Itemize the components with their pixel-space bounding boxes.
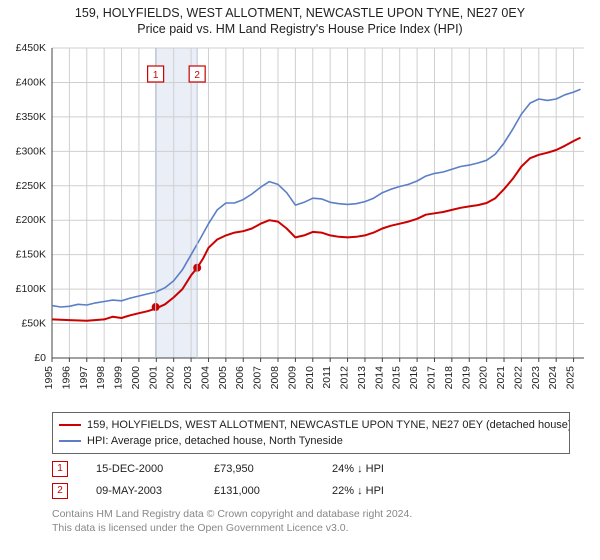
svg-text:2: 2 <box>194 70 200 81</box>
svg-text:2008: 2008 <box>269 366 281 390</box>
svg-text:1999: 1999 <box>113 366 125 390</box>
chart-svg: £0 £50K £100K £150K £200K £250K £300K £350K £400… <box>0 38 600 408</box>
footer-line-1: Contains HM Land Registry data © Crown c… <box>52 508 570 522</box>
svg-text:2013: 2013 <box>356 366 368 390</box>
svg-text:2020: 2020 <box>478 366 490 390</box>
marker-delta: 22% ↓ HPI <box>332 485 422 497</box>
svg-text:2025: 2025 <box>565 366 577 390</box>
legend-row: 159, HOLYFIELDS, WEST ALLOTMENT, NEWCAST… <box>59 417 563 433</box>
svg-text:2014: 2014 <box>373 366 385 390</box>
svg-text:1: 1 <box>153 70 159 81</box>
marker-price: £73,950 <box>214 463 304 475</box>
svg-text:£400K: £400K <box>16 76 46 88</box>
svg-text:£150K: £150K <box>16 249 46 261</box>
marker-badge: 2 <box>52 483 68 499</box>
title-line-2: Price paid vs. HM Land Registry's House … <box>0 22 600 36</box>
title-block: 159, HOLYFIELDS, WEST ALLOTMENT, NEWCAST… <box>0 0 600 38</box>
svg-text:2007: 2007 <box>252 366 264 390</box>
marker-row: 2 09-MAY-2003 £131,000 22% ↓ HPI <box>52 480 570 502</box>
svg-text:£100K: £100K <box>16 283 46 295</box>
legend-swatch <box>59 440 81 442</box>
figure-container: 159, HOLYFIELDS, WEST ALLOTMENT, NEWCAST… <box>0 0 600 535</box>
svg-text:2001: 2001 <box>147 366 159 390</box>
marker-row: 1 15-DEC-2000 £73,950 24% ↓ HPI <box>52 458 570 480</box>
legend: 159, HOLYFIELDS, WEST ALLOTMENT, NEWCAST… <box>52 412 570 454</box>
svg-text:£250K: £250K <box>16 180 46 192</box>
legend-row: HPI: Average price, detached house, Nort… <box>59 433 563 449</box>
svg-text:2010: 2010 <box>304 366 316 390</box>
marker-delta: 24% ↓ HPI <box>332 463 422 475</box>
svg-text:2017: 2017 <box>425 366 437 390</box>
chart-area: £0 £50K £100K £150K £200K £250K £300K £350K £400… <box>0 38 600 408</box>
marker-price: £131,000 <box>214 485 304 497</box>
svg-text:2019: 2019 <box>460 366 472 390</box>
svg-text:2018: 2018 <box>443 366 455 390</box>
svg-text:£200K: £200K <box>16 214 46 226</box>
footer: Contains HM Land Registry data © Crown c… <box>52 508 570 535</box>
svg-text:1998: 1998 <box>95 366 107 390</box>
svg-text:2005: 2005 <box>217 366 229 390</box>
marker-date: 15-DEC-2000 <box>96 463 186 475</box>
svg-text:2012: 2012 <box>339 366 351 390</box>
svg-text:2021: 2021 <box>495 366 507 390</box>
svg-text:2009: 2009 <box>286 366 298 390</box>
svg-text:£0: £0 <box>34 352 46 364</box>
svg-text:2006: 2006 <box>234 366 246 390</box>
svg-text:£300K: £300K <box>16 145 46 157</box>
svg-text:2024: 2024 <box>547 366 559 390</box>
svg-text:2004: 2004 <box>199 366 211 390</box>
svg-text:2002: 2002 <box>165 366 177 390</box>
svg-text:2003: 2003 <box>182 366 194 390</box>
title-line-1: 159, HOLYFIELDS, WEST ALLOTMENT, NEWCAST… <box>0 6 600 20</box>
marker-date: 09-MAY-2003 <box>96 485 186 497</box>
svg-text:1996: 1996 <box>60 366 72 390</box>
svg-text:2011: 2011 <box>321 366 333 389</box>
marker-table: 1 15-DEC-2000 £73,950 24% ↓ HPI 2 09-MAY… <box>52 458 570 502</box>
svg-text:£50K: £50K <box>21 318 46 330</box>
svg-text:2022: 2022 <box>512 366 524 390</box>
svg-text:£450K: £450K <box>16 42 46 54</box>
legend-swatch <box>59 424 81 426</box>
svg-text:1995: 1995 <box>43 366 55 390</box>
svg-text:2000: 2000 <box>130 366 142 390</box>
legend-label: 159, HOLYFIELDS, WEST ALLOTMENT, NEWCAST… <box>87 419 570 431</box>
svg-text:2016: 2016 <box>408 366 420 390</box>
svg-text:1997: 1997 <box>78 366 90 390</box>
svg-text:£350K: £350K <box>16 111 46 123</box>
svg-text:2015: 2015 <box>391 366 403 390</box>
footer-line-2: This data is licensed under the Open Gov… <box>52 522 570 536</box>
marker-badge: 1 <box>52 461 68 477</box>
svg-text:2023: 2023 <box>530 366 542 390</box>
legend-label: HPI: Average price, detached house, Nort… <box>87 435 343 447</box>
